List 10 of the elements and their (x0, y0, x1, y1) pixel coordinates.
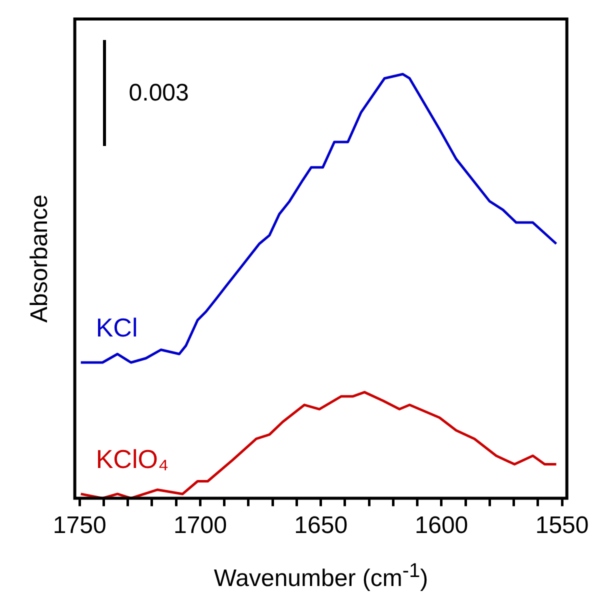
annotation: 0.003 (128, 80, 189, 107)
x-tick-label: 1550 (535, 512, 589, 540)
x-tick-label: 1600 (414, 512, 468, 540)
series-label: KCl (96, 312, 138, 343)
x-tick-label: 1650 (294, 512, 348, 540)
x-tick-label: 1750 (52, 512, 106, 540)
y-axis-title: Absorbance (26, 194, 54, 323)
x-axis-title: Wavenumber (cm$^{-1}$) (212, 560, 430, 593)
x-tick-label: 1700 (174, 512, 227, 540)
series-label: KClO₄ (96, 444, 169, 474)
